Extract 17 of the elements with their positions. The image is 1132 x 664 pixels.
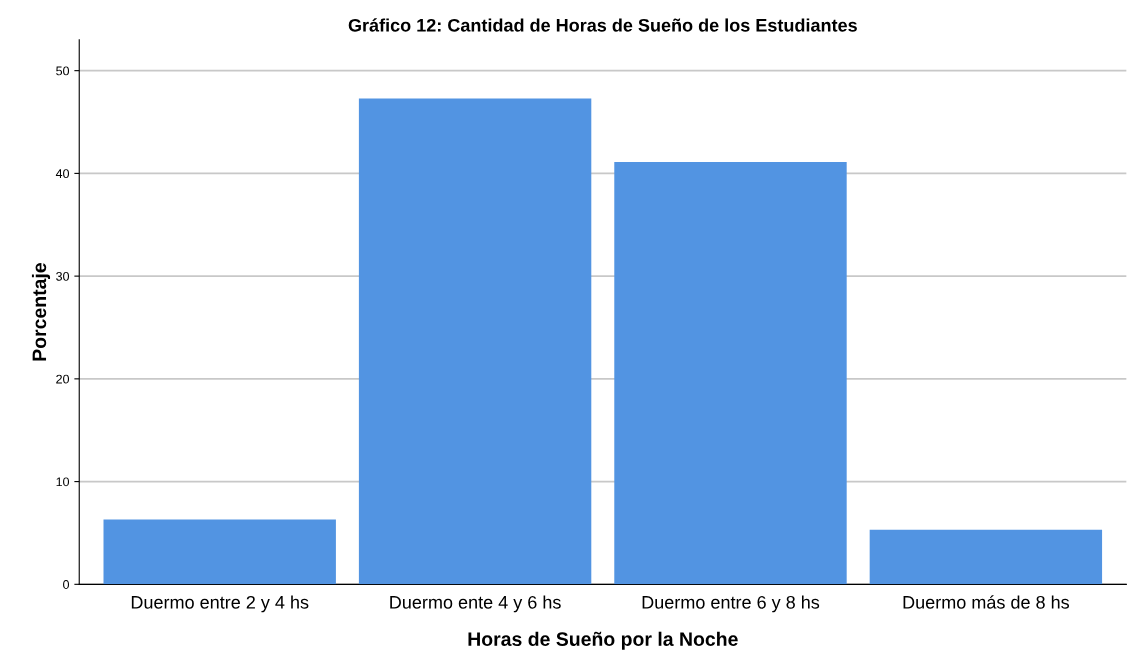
y-tick-label: 10 bbox=[56, 477, 70, 487]
y-tick-label: 50 bbox=[56, 66, 70, 76]
x-tick-label: Duermo entre 6 y 8 hs bbox=[642, 595, 820, 613]
y-tick-label: 20 bbox=[56, 374, 70, 384]
x-tick-label: Duermo más de 8 hs bbox=[903, 595, 1070, 609]
y-tick-label: 40 bbox=[55, 169, 70, 179]
x-tick-label: Duermo ente 4 y 6 hs bbox=[390, 595, 561, 613]
chart-title: Gráfico 12: Cantidad de Horas de Sueño de los Estudiantes bbox=[348, 18, 857, 32]
y-tick-label: 30 bbox=[56, 271, 70, 281]
bar bbox=[358, 98, 592, 585]
bar bbox=[614, 162, 847, 585]
y-tick-label: 0 bbox=[63, 580, 70, 589]
x-tick-label: Duermo entre 2 y 4 hs bbox=[131, 595, 309, 613]
bar bbox=[103, 519, 336, 585]
y-axis-title: Porcentaje bbox=[31, 263, 51, 361]
bar bbox=[869, 529, 1103, 585]
x-axis-title: Horas de Sueño por la Noche bbox=[468, 631, 738, 650]
